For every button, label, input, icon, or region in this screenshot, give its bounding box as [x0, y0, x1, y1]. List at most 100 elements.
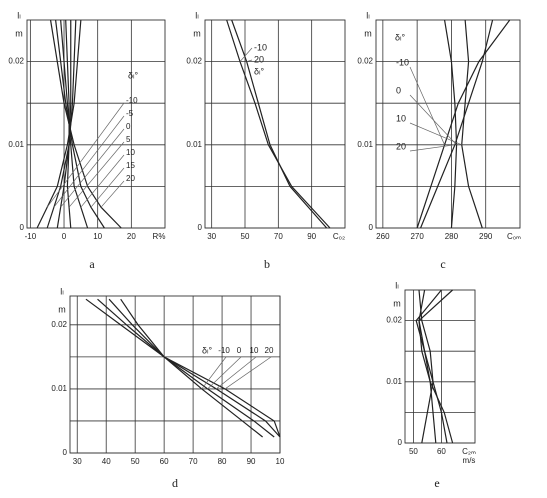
- leader-line: [409, 144, 455, 152]
- leader-line: [90, 167, 125, 208]
- leader-line: [409, 94, 457, 146]
- legend-label: 20: [396, 141, 406, 151]
- legend-label: 20: [265, 346, 274, 355]
- leader-line: [201, 356, 227, 390]
- leader-line: [246, 59, 253, 62]
- panel-caption: b: [264, 257, 270, 271]
- curve: [418, 289, 434, 444]
- leader-line: [100, 180, 125, 208]
- panel-caption: d: [172, 476, 178, 490]
- curve: [55, 19, 105, 229]
- x-tick-label: 20: [127, 232, 136, 241]
- y-tick-label: 0.01: [51, 384, 67, 393]
- y-tick-label: 0.01: [186, 140, 202, 149]
- plot-frame: [69, 295, 281, 454]
- x-tick-label: 270: [410, 232, 424, 241]
- y-tick-label: 0: [398, 438, 403, 447]
- legend-title: δₗ°: [254, 66, 265, 76]
- x-axis-unit: m/s: [463, 456, 476, 465]
- legend-label: 0: [237, 346, 242, 355]
- x-tick-label: 10: [93, 232, 102, 241]
- panel-caption: c: [440, 257, 445, 271]
- y-tick-label: 0.02: [8, 57, 24, 66]
- legend-label: 10: [396, 113, 406, 123]
- y-tick-label: 0: [198, 223, 203, 232]
- leader-line: [409, 66, 445, 145]
- curve: [420, 19, 494, 229]
- legend-label: 15: [126, 161, 135, 170]
- legend-label: 0: [126, 122, 131, 131]
- legend-label: -10: [218, 346, 230, 355]
- y-tick-label: 0.02: [51, 320, 67, 329]
- leader-line: [60, 128, 125, 208]
- legend-label: 10: [126, 148, 135, 157]
- plot-frame: [26, 19, 166, 229]
- curve: [231, 19, 328, 229]
- y-tick-label: 0: [20, 223, 25, 232]
- x-tick-label: 80: [218, 457, 227, 466]
- x-tick-label: 280: [445, 232, 459, 241]
- x-tick-label: 90: [307, 232, 316, 241]
- y-axis-unit: m: [193, 28, 201, 38]
- y-axis-label: lₗ: [395, 280, 399, 290]
- leader-line: [46, 102, 125, 208]
- x-tick-label: -10: [25, 232, 37, 241]
- y-axis-label: lₗ: [366, 10, 370, 20]
- x-tick-label: 60: [160, 457, 169, 466]
- curve: [120, 298, 281, 438]
- legend-title: δₗ°: [128, 70, 139, 80]
- legend-label: -10: [254, 42, 267, 52]
- panel-caption: e: [434, 476, 439, 490]
- x-tick-label: 10: [276, 457, 285, 466]
- y-axis-unit: m: [15, 28, 23, 38]
- y-axis-label: lₗ: [17, 10, 21, 20]
- legend-label: -10: [396, 57, 409, 67]
- curve: [108, 298, 281, 438]
- legend-title: δₗ°: [202, 345, 213, 355]
- x-tick-label: 50: [409, 447, 418, 456]
- y-tick-label: 0.02: [386, 316, 402, 325]
- x-tick-label: 0: [62, 232, 67, 241]
- y-tick-label: 0.01: [357, 140, 373, 149]
- x-tick-label: 260: [376, 232, 390, 241]
- legend-label: 20: [126, 174, 135, 183]
- leader-line: [409, 122, 462, 146]
- leader-line: [239, 47, 253, 62]
- plot-frame: [204, 19, 346, 229]
- curve: [85, 298, 263, 438]
- x-axis-label: C₀ₘ: [507, 232, 521, 241]
- x-axis-label: C₂ₘ: [462, 447, 476, 456]
- x-tick-label: 30: [207, 232, 216, 241]
- legend-label: 10: [250, 346, 259, 355]
- legend-title: δₗ°: [395, 32, 406, 42]
- y-tick-label: 0.01: [386, 377, 402, 386]
- y-tick-label: 0.01: [8, 140, 24, 149]
- curve: [443, 19, 458, 229]
- curve: [36, 19, 82, 229]
- legend-label: 5: [126, 135, 131, 144]
- leader-line: [53, 115, 125, 208]
- x-tick-label: 40: [102, 457, 111, 466]
- leader-line: [80, 154, 125, 208]
- legend-label: -10: [126, 96, 138, 105]
- leader-line: [224, 356, 272, 390]
- x-axis-label: R%: [153, 232, 166, 241]
- curve: [418, 289, 454, 444]
- x-axis-label: C₀₂: [333, 232, 345, 241]
- x-tick-label: 90: [247, 457, 256, 466]
- y-tick-label: 0.02: [186, 57, 202, 66]
- legend-label: 0: [396, 85, 401, 95]
- leader-line: [68, 141, 125, 208]
- x-tick-label: 70: [189, 457, 198, 466]
- y-axis-label: lₗ: [195, 10, 199, 20]
- y-tick-label: 0: [369, 223, 374, 232]
- y-tick-label: 0: [63, 448, 68, 457]
- leader-line: [207, 356, 242, 390]
- curve: [97, 298, 275, 438]
- y-axis-label: lₗ: [60, 286, 64, 296]
- y-tick-label: 0.02: [357, 57, 373, 66]
- y-axis-unit: m: [58, 304, 66, 314]
- x-tick-label: 290: [479, 232, 493, 241]
- curve: [415, 289, 448, 444]
- y-axis-unit: m: [364, 28, 372, 38]
